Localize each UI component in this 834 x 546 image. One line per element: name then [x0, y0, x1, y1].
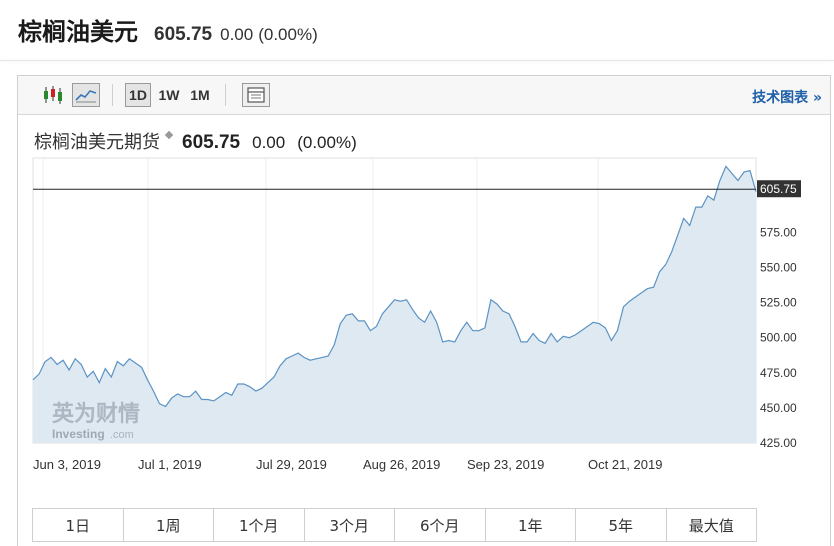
y-tick-label: 500.00	[760, 331, 797, 345]
header-change-pct: (0.00%)	[258, 25, 318, 44]
range-tabs: 1日 1周 1个月 3个月 6个月 1年 5年 最大值	[32, 508, 757, 542]
price-area	[33, 166, 756, 443]
price-chart[interactable]: 575.00 550.00 525.00 500.00 475.00 450.00 425.…	[18, 76, 830, 506]
page-header: 棕榈油美元 605.75 0.00 (0.00%)	[18, 12, 318, 48]
range-tab-1m[interactable]: 1个月	[214, 509, 305, 541]
chart-price: 605.75	[182, 132, 241, 153]
range-tab-1y[interactable]: 1年	[486, 509, 576, 541]
chart-panel: 1D 1W 1M 技术图表 » 棕榈油美元期货 605.75 0.00 (0.0…	[17, 75, 831, 546]
header-change: 0.00	[220, 25, 254, 44]
last-price-label: 605.75	[760, 182, 797, 196]
x-tick-label: Jun 3, 2019	[33, 457, 101, 472]
period-1m-button[interactable]: 1M	[190, 87, 210, 103]
watermark-logo: 英为财情	[52, 401, 140, 427]
chart-toolbar: 1D 1W 1M 技术图表 »	[18, 76, 830, 115]
toolbar-separator	[225, 84, 226, 106]
settings-panel-icon[interactable]	[242, 83, 270, 107]
toolbar-separator	[112, 84, 113, 106]
range-tab-5y[interactable]: 5年	[576, 509, 667, 541]
page-title: 棕榈油美元	[18, 18, 138, 46]
x-tick-label: Jul 29, 2019	[256, 457, 327, 472]
chart-title: 棕榈油美元期货 605.75 0.00 (0.00%)	[34, 128, 357, 154]
line-chart-icon[interactable]	[72, 83, 100, 107]
candlestick-icon[interactable]	[38, 83, 68, 107]
chart-instrument-name: 棕榈油美元期货	[34, 132, 160, 153]
x-tick-label: Sep 23, 2019	[467, 457, 544, 472]
range-tab-max[interactable]: 最大值	[688, 516, 734, 535]
y-tick-label: 575.00	[760, 225, 797, 239]
y-tick-label: 550.00	[760, 261, 797, 275]
chart-change: 0.00	[252, 133, 286, 152]
y-tick-label: 450.00	[760, 401, 797, 415]
x-tick-label: Jul 1, 2019	[138, 457, 202, 472]
period-1d-button[interactable]: 1D	[125, 83, 151, 107]
technical-chart-link[interactable]: 技术图表 »	[752, 90, 822, 106]
chart-change-pct: (0.00%)	[297, 133, 357, 152]
y-tick-label: 425.00	[760, 436, 797, 450]
y-tick-label: 525.00	[760, 296, 797, 310]
last-price-badge	[757, 180, 801, 198]
watermark-suffix: .com	[110, 429, 134, 441]
price-line	[32, 165, 757, 408]
x-tick-label: Aug 26, 2019	[363, 457, 440, 472]
y-tick-label: 475.00	[760, 366, 797, 380]
header-price: 605.75	[154, 24, 213, 45]
range-tab-1d[interactable]: 1日	[33, 509, 124, 541]
x-tick-label: Oct 21, 2019	[588, 457, 662, 472]
range-tab-3m[interactable]: 3个月	[305, 509, 395, 541]
header-divider	[0, 60, 834, 61]
watermark-text: Investing	[52, 427, 105, 441]
range-tab-6m[interactable]: 6个月	[395, 509, 486, 541]
period-1w-button[interactable]: 1W	[158, 87, 180, 103]
range-tab-1w[interactable]: 1周	[124, 509, 214, 541]
